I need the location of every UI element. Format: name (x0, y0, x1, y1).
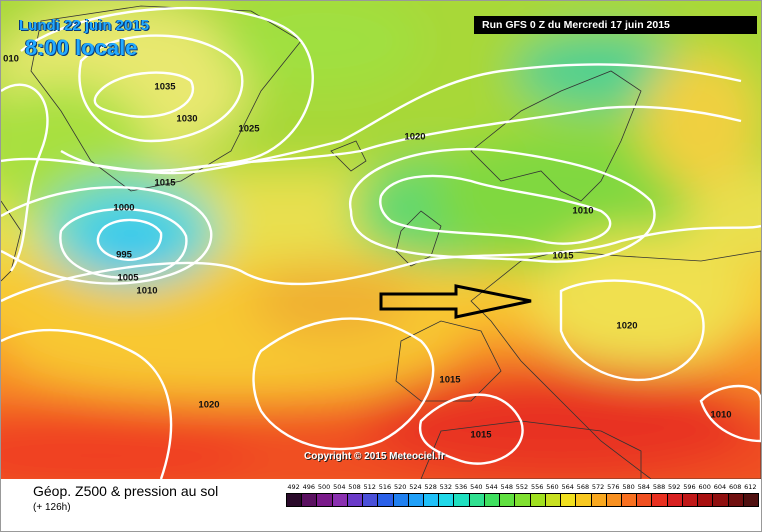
legend-title: Géop. Z500 & pression au sol (33, 483, 219, 499)
scale-value-label: 528 (424, 483, 437, 491)
pressure-label: 010 (3, 53, 19, 65)
scale-value-label: 556 (531, 483, 544, 491)
scale-color-cell (346, 493, 364, 507)
pressure-label: 1010 (710, 409, 732, 421)
pressure-label: 1015 (439, 374, 461, 386)
scale-value-label: 540 (470, 483, 483, 491)
copyright-label: Copyright © 2015 Meteociel.fr (304, 451, 445, 462)
pressure-label: 995 (116, 249, 132, 261)
right-arrow-icon (379, 284, 532, 319)
pressure-label: 1015 (470, 429, 492, 441)
pressure-label: 1015 (154, 177, 176, 189)
scale-value-label: 568 (576, 483, 590, 491)
scale-color-cell (651, 493, 668, 507)
scale-color-cell (560, 493, 577, 507)
pressure-label: 1015 (552, 250, 574, 262)
pressure-label: 1020 (198, 399, 220, 411)
scale-color-cell (392, 493, 409, 507)
scale-color-cell (712, 493, 729, 507)
time-label: 8:00 locale (25, 35, 138, 60)
scale-color-cell (468, 493, 485, 507)
pressure-label: 1005 (117, 272, 139, 284)
scale-color-cell (362, 493, 379, 507)
scale-color-cell (727, 493, 744, 507)
scale-color-cell (544, 493, 562, 507)
legend-area: Géop. Z500 & pression au sol (+ 126h) 49… (1, 479, 761, 531)
pressure-label: 1000 (113, 202, 135, 214)
scale-color-cell (438, 493, 455, 507)
scale-color-cell (286, 493, 303, 507)
scale-value-label: 592 (668, 483, 681, 491)
pressure-label: 1020 (404, 131, 426, 143)
scale-color-cell (575, 493, 592, 507)
scale-value-label: 552 (515, 483, 529, 491)
scale-value-label: 492 (287, 483, 300, 491)
scale-value-label: 596 (683, 483, 696, 491)
scale-color-cell (407, 493, 425, 507)
pressure-label: 1010 (572, 205, 594, 217)
scale-color-cell (681, 493, 699, 507)
isobars (1, 6, 761, 479)
pressure-label: 1025 (238, 123, 260, 135)
geopotential-field (1, 1, 761, 479)
scale-color-cell (499, 493, 516, 507)
scale-value-label: 516 (378, 483, 392, 491)
scale-color-cell (316, 493, 333, 507)
weather-map: Lundi 22 juin 2015 8:00 locale Run GFS 0… (1, 1, 761, 479)
scale-value-label: 520 (393, 483, 407, 491)
pressure-label: 1010 (136, 285, 158, 297)
scale-color-cell (514, 493, 531, 507)
scale-color-cell (483, 493, 501, 507)
scale-value-label: 532 (439, 483, 453, 491)
scale-color-cell (331, 493, 348, 507)
scale-color-cell (453, 493, 470, 507)
scale-value-label: 548 (500, 483, 513, 491)
scale-color-cell (529, 493, 546, 507)
scale-value-label: 588 (652, 483, 666, 491)
scale-value-label: 612 (744, 483, 757, 491)
scale-value-label: 508 (348, 483, 361, 491)
scale-color-cell (666, 493, 683, 507)
scale-value-label: 536 (454, 483, 468, 491)
scale-value-label: 564 (561, 483, 574, 491)
scale-color-cell (423, 493, 440, 507)
pressure-label: 1020 (616, 320, 638, 332)
scale-value-label: 560 (546, 483, 559, 491)
scale-value-label: 576 (607, 483, 620, 491)
scale-value-label: 584 (637, 483, 651, 491)
scale-color-cell (620, 493, 638, 507)
color-scale: 492 496 500 504 508 512 516 520 524 528 532 536 540 5… (286, 483, 759, 513)
scale-value-label: 608 (728, 483, 742, 491)
scale-color-cell (697, 493, 714, 507)
scale-value-label: 504 (333, 483, 346, 491)
pressure-label: 1035 (154, 81, 176, 93)
scale-value-label: 600 (698, 483, 711, 491)
scale-value-label: 500 (317, 483, 331, 491)
pressure-label: 1030 (176, 113, 198, 125)
scale-value-label: 604 (713, 483, 727, 491)
legend-subtitle: (+ 126h) (33, 502, 71, 513)
scale-color-cell (377, 493, 394, 507)
scale-value-label: 572 (591, 483, 605, 491)
scale-color-cell (590, 493, 607, 507)
scale-color-cell (301, 493, 318, 507)
scale-color-cell (605, 493, 622, 507)
scale-value-label: 524 (409, 483, 422, 491)
run-label: Run GFS 0 Z du Mercredi 17 juin 2015 (474, 16, 757, 34)
map-canvas (1, 1, 761, 479)
scale-color-cell (742, 493, 759, 507)
scale-color-cell (636, 493, 653, 507)
scale-value-label: 512 (363, 483, 376, 491)
scale-value-label: 580 (622, 483, 635, 491)
scale-value-label: 544 (485, 483, 498, 491)
date-label: Lundi 22 juin 2015 (19, 17, 150, 34)
scale-value-label: 496 (302, 483, 316, 491)
